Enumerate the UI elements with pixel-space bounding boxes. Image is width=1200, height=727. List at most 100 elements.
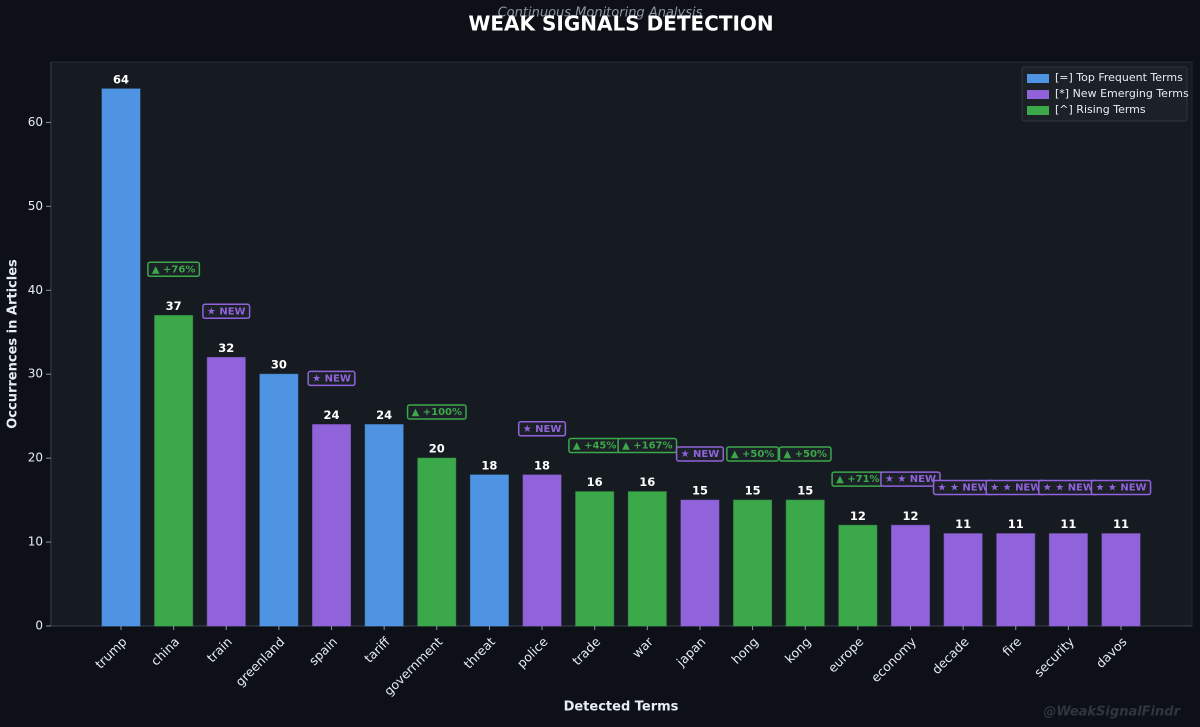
bar: [206, 356, 246, 627]
badge-label: ★ NEW: [523, 424, 562, 435]
bar: [364, 424, 404, 627]
y-tick-label: 30: [28, 367, 43, 381]
badge-box: [726, 446, 780, 462]
badge: ▲ +167%: [617, 437, 678, 454]
value-label: 18: [481, 458, 497, 472]
watermark: @WeakSignalFindr: [1043, 705, 1181, 720]
bar: [838, 524, 878, 627]
bar: [575, 491, 615, 627]
bar: [996, 533, 1036, 627]
bar: [101, 88, 141, 627]
badge-label: ★ NEW: [681, 449, 720, 460]
badge: ▲ +71%: [831, 471, 885, 487]
bar: [522, 474, 562, 627]
badge-label: ★ NEW: [312, 373, 351, 384]
value-label: 18: [534, 458, 550, 472]
value-label: 24: [324, 408, 340, 422]
value-label: 32: [218, 341, 234, 355]
badge-label: ▲ +50%: [731, 449, 775, 460]
y-tick-label: 0: [35, 619, 43, 633]
chart-title: WEAK SIGNALS DETECTION: [468, 12, 773, 36]
badge-label: ★ ★ NEW: [1095, 483, 1146, 494]
bar: [785, 499, 825, 627]
value-label: 11: [1113, 517, 1129, 531]
badge-label: ★ NEW: [207, 306, 246, 317]
value-label: 37: [166, 299, 182, 313]
legend-swatch: [1027, 90, 1049, 99]
legend-label: [*] New Emerging Terms: [1055, 87, 1189, 100]
bar: [627, 491, 667, 627]
value-label: 15: [745, 484, 761, 498]
value-label: 30: [271, 358, 287, 372]
badge: ▲ +50%: [726, 446, 780, 462]
badge: ▲ +45%: [568, 437, 622, 454]
badge-box: [202, 303, 251, 320]
badge: ★ NEW: [675, 446, 725, 462]
bar: [943, 533, 983, 627]
value-label: 11: [1008, 517, 1024, 531]
badge: ★ ★ NEW: [1038, 479, 1099, 496]
y-tick-label: 50: [28, 199, 43, 213]
badge-label: ▲ +76%: [152, 264, 196, 275]
badge-box: [517, 421, 567, 437]
badge: ★ ★ NEW: [880, 471, 941, 487]
value-label: 15: [692, 484, 708, 498]
value-label: 24: [376, 408, 392, 422]
badge-label: ★ ★ NEW: [990, 483, 1041, 494]
badge-label: ▲ +167%: [622, 441, 672, 452]
badge-box: [617, 437, 678, 454]
value-label: 64: [113, 72, 129, 86]
y-tick-label: 10: [28, 535, 43, 549]
bar: [1101, 533, 1141, 627]
badge: ★ NEW: [517, 421, 567, 437]
badge-box: [307, 370, 356, 387]
y-tick-label: 40: [28, 283, 43, 297]
badge-label: ▲ +45%: [573, 441, 617, 452]
legend-label: [=] Top Frequent Terms: [1055, 71, 1183, 84]
badge-label: ★ ★ NEW: [1043, 483, 1094, 494]
y-tick-label: 60: [28, 115, 43, 129]
value-label: 12: [902, 509, 918, 523]
bar: [733, 499, 773, 627]
value-label: 16: [587, 475, 603, 489]
badge-box: [406, 404, 467, 420]
badge-label: ▲ +100%: [412, 407, 462, 418]
badge: ★ ★ NEW: [985, 479, 1047, 496]
badge-box: [675, 446, 725, 462]
legend-swatch: [1027, 106, 1049, 115]
value-label: 11: [1060, 517, 1076, 531]
value-label: 11: [955, 517, 971, 531]
value-label: 12: [850, 509, 866, 523]
bar: [680, 499, 720, 627]
bar: [890, 524, 930, 627]
x-axis-label: Detected Terms: [564, 700, 679, 715]
bar: [154, 314, 194, 627]
badge-label: ★ ★ NEW: [938, 483, 989, 494]
chart-subtitle: Continuous Monitoring Analysis: [498, 6, 703, 21]
y-tick-label: 20: [28, 451, 43, 465]
y-axis-label: Occurrences in Articles: [6, 259, 21, 429]
badge-label: ▲ +71%: [836, 474, 880, 485]
bar: [417, 457, 457, 627]
badge: ▲ +50%: [778, 446, 832, 462]
badge: ★ ★ NEW: [1090, 479, 1152, 496]
value-label: 20: [429, 442, 445, 456]
badge: ★ ★ NEW: [932, 479, 994, 496]
badge-box: [147, 261, 201, 278]
value-label: 15: [797, 484, 813, 498]
badge-box: [880, 471, 941, 487]
bar: [259, 373, 299, 627]
badge-box: [1090, 479, 1152, 496]
badge-label: ▲ +50%: [783, 449, 827, 460]
badge-box: [778, 446, 832, 462]
badge-label: ★ ★ NEW: [885, 474, 936, 485]
bar: [1048, 533, 1088, 627]
badge: ▲ +100%: [406, 404, 467, 420]
legend-label: [^] Rising Terms: [1055, 103, 1146, 116]
badge: ★ NEW: [202, 303, 251, 320]
bar: [312, 424, 352, 627]
value-label: 16: [639, 475, 655, 489]
badge: ▲ +76%: [147, 261, 201, 278]
bar: [469, 474, 509, 627]
